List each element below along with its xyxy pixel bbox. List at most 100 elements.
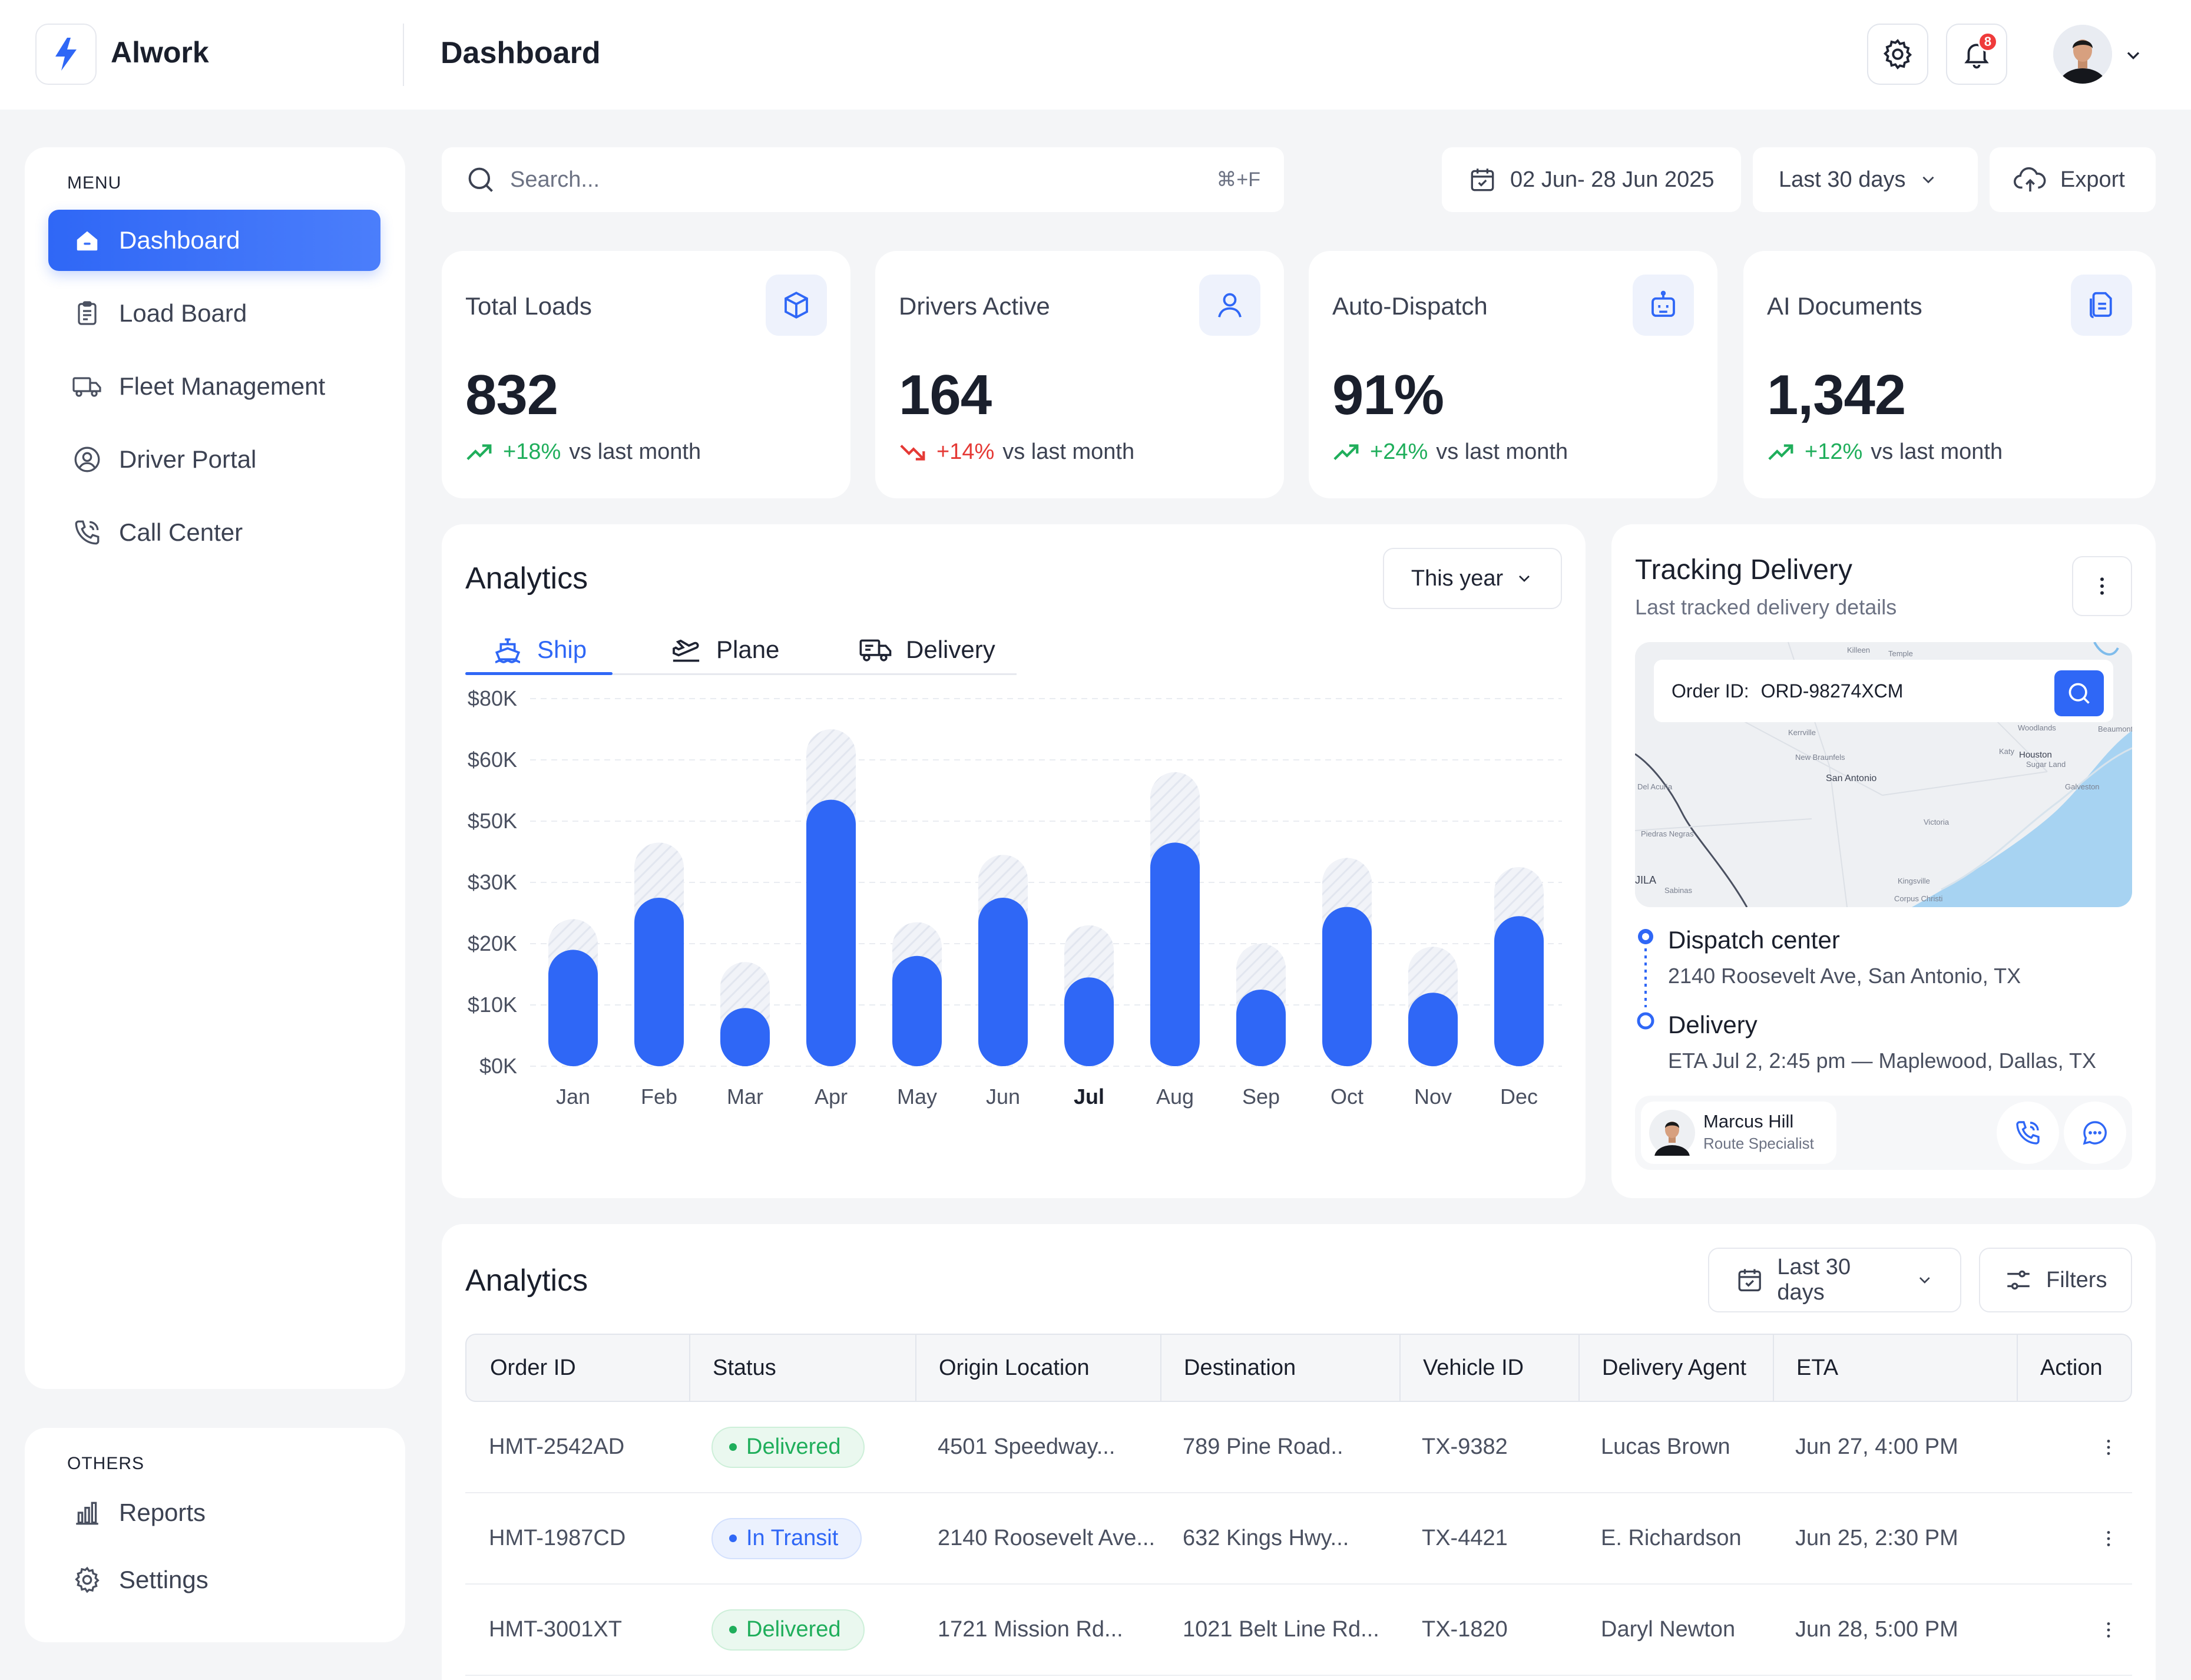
settings-button[interactable]	[1867, 24, 1928, 85]
status-dot	[729, 1443, 737, 1451]
more-options-button[interactable]	[2072, 556, 2132, 616]
map-label: Kingsville	[1898, 877, 1930, 885]
filters-label: Filters	[2046, 1267, 2107, 1292]
document-icon	[2071, 275, 2132, 336]
plane-icon	[673, 639, 700, 662]
tracking-card: Tracking Delivery Last tracked delivery …	[1611, 524, 2156, 1198]
sidebar-item-label: Driver Portal	[119, 445, 257, 473]
status-label: In Transit	[746, 1526, 839, 1550]
kpi-card-auto-dispatch: Auto-Dispatch 91% +24% vs last month	[1309, 251, 1717, 498]
bar[interactable]	[892, 955, 942, 1066]
kpi-delta: +12%	[1805, 439, 1863, 464]
sidebar-item-driver-portal[interactable]: Driver Portal	[48, 429, 380, 490]
logo[interactable]	[35, 24, 97, 85]
call-agent-button[interactable]	[1997, 1102, 2059, 1164]
sidebar-item-call-center[interactable]: Call Center	[48, 502, 380, 563]
bar[interactable]	[978, 898, 1028, 1066]
sidebar-item-settings[interactable]: Settings	[48, 1552, 380, 1608]
bar[interactable]	[1236, 990, 1286, 1066]
kebab-icon	[2107, 1530, 2110, 1546]
column-header[interactable]: ETA	[1796, 1355, 1839, 1380]
column-header[interactable]: Vehicle ID	[1423, 1355, 1524, 1380]
chevron-down-icon	[1922, 176, 1934, 184]
orders-period-select[interactable]: Last 30 days	[1708, 1248, 1961, 1312]
kpi-value: 91%	[1332, 363, 1444, 426]
tab-ship[interactable]: Ship	[491, 624, 587, 675]
x-tick-label: May	[897, 1084, 937, 1109]
bar[interactable]	[806, 799, 856, 1066]
order-search-button[interactable]	[2054, 670, 2104, 716]
map-label: Sabinas	[1664, 886, 1692, 895]
map-label: Killeen	[1847, 646, 1870, 654]
bar[interactable]	[1408, 993, 1458, 1066]
export-button[interactable]: Export	[1990, 147, 2156, 212]
sidebar-item-reports[interactable]: Reports	[48, 1484, 380, 1541]
sidebar-item-dashboard[interactable]: Dashboard	[48, 210, 380, 271]
top-bar: Alwork Dashboard 8	[0, 0, 2191, 110]
app-name: Alwork	[111, 36, 209, 69]
y-tick-label: $10K	[468, 993, 517, 1017]
kpi-value: 1,342	[1767, 363, 1906, 426]
table-row[interactable]: HMT-3001XT Delivered 1721 Mission Rd... 102…	[465, 1585, 2132, 1676]
bar[interactable]	[1322, 907, 1372, 1066]
tab-label: Plane	[716, 636, 780, 663]
bar[interactable]	[1150, 842, 1200, 1066]
tab-label: Delivery	[906, 636, 995, 663]
agent-chip[interactable]: Marcus Hill Route Specialist	[1641, 1102, 1836, 1164]
filters-button[interactable]: Filters	[1979, 1248, 2132, 1312]
row-actions-button[interactable]	[2074, 1493, 2119, 1583]
export-label: Export	[2060, 167, 2125, 192]
map-label: Houston	[2019, 750, 2052, 760]
notifications-button[interactable]: 8	[1946, 24, 2007, 85]
range-select[interactable]: This year	[1383, 548, 1562, 609]
column-header[interactable]: Action	[2040, 1355, 2103, 1380]
map-label: New Braunfels	[1795, 753, 1845, 762]
row-actions-button[interactable]	[2074, 1402, 2119, 1492]
sidebar-item-load-board[interactable]: Load Board	[48, 283, 380, 344]
clipboard-icon	[72, 298, 102, 329]
stop-detail: 2140 Roosevelt Ave, San Antonio, TX	[1668, 964, 2021, 988]
table-row[interactable]: HMT-2542AD Delivered 4501 Speedway... 789 P…	[465, 1402, 2132, 1493]
search-icon	[2068, 683, 2090, 704]
column-header[interactable]: Status	[713, 1355, 776, 1380]
chevron-down-icon[interactable]	[2123, 45, 2144, 66]
sidebar-item-fleet-management[interactable]: Fleet Management	[48, 356, 380, 417]
kpi-card-ai-documents: AI Documents 1,342 +12% vs last month	[1743, 251, 2156, 498]
order-id-value: ORD-98274XCM	[1760, 680, 1904, 702]
bar[interactable]	[1064, 977, 1114, 1066]
row-actions-button[interactable]	[2074, 1585, 2119, 1675]
message-agent-button[interactable]	[2064, 1102, 2126, 1164]
tab-plane[interactable]: Plane	[669, 624, 779, 675]
period-select[interactable]: Last 30 days	[1753, 147, 1978, 212]
bar[interactable]	[634, 898, 684, 1066]
sidebar-item-label: Settings	[119, 1566, 208, 1593]
table-row[interactable]: HMT-1987CD In Transit 2140 Roosevelt Ave..…	[465, 1493, 2132, 1585]
table-cell-agent: Lucas Brown	[1601, 1434, 1730, 1459]
table-cell-agent: E. Richardson	[1601, 1526, 1742, 1550]
x-tick-label: Jan	[556, 1084, 590, 1109]
column-header[interactable]: Origin Location	[939, 1355, 1090, 1380]
bar[interactable]	[720, 1008, 770, 1066]
notification-badge: 8	[1978, 32, 1998, 52]
tracking-title: Tracking Delivery	[1635, 554, 1852, 586]
order-id-label: Order ID:	[1672, 680, 1749, 702]
bar[interactable]	[548, 950, 598, 1066]
bar[interactable]	[1494, 916, 1544, 1066]
analytics-chart-card: Analytics This year Ship Plane Delivery …	[442, 524, 1586, 1198]
tracking-map[interactable]: Killeen Temple Woodlands Kerrville Katy …	[1635, 642, 2132, 907]
x-tick-label: Mar	[727, 1084, 763, 1109]
order-search[interactable]: Order ID: ORD-98274XCM	[1654, 660, 2113, 722]
map-label: Woodlands	[2018, 723, 2056, 732]
column-header[interactable]: Destination	[1184, 1355, 1296, 1380]
column-divider	[2017, 1335, 2018, 1401]
table-cell-origin: 1721 Mission Rd...	[938, 1617, 1123, 1642]
column-header[interactable]: Delivery Agent	[1602, 1355, 1747, 1380]
tab-delivery[interactable]: Delivery	[859, 624, 995, 675]
avatar[interactable]	[2053, 25, 2112, 84]
page-title: Dashboard	[441, 36, 601, 70]
search-input[interactable]: Search... ⌘+F	[442, 147, 1284, 212]
kpi-suffix: vs last month	[1871, 439, 2003, 464]
date-range-picker[interactable]: 02 Jun- 28 Jun 2025	[1442, 147, 1741, 212]
tab-label: Ship	[537, 636, 587, 663]
column-header[interactable]: Order ID	[490, 1355, 576, 1380]
